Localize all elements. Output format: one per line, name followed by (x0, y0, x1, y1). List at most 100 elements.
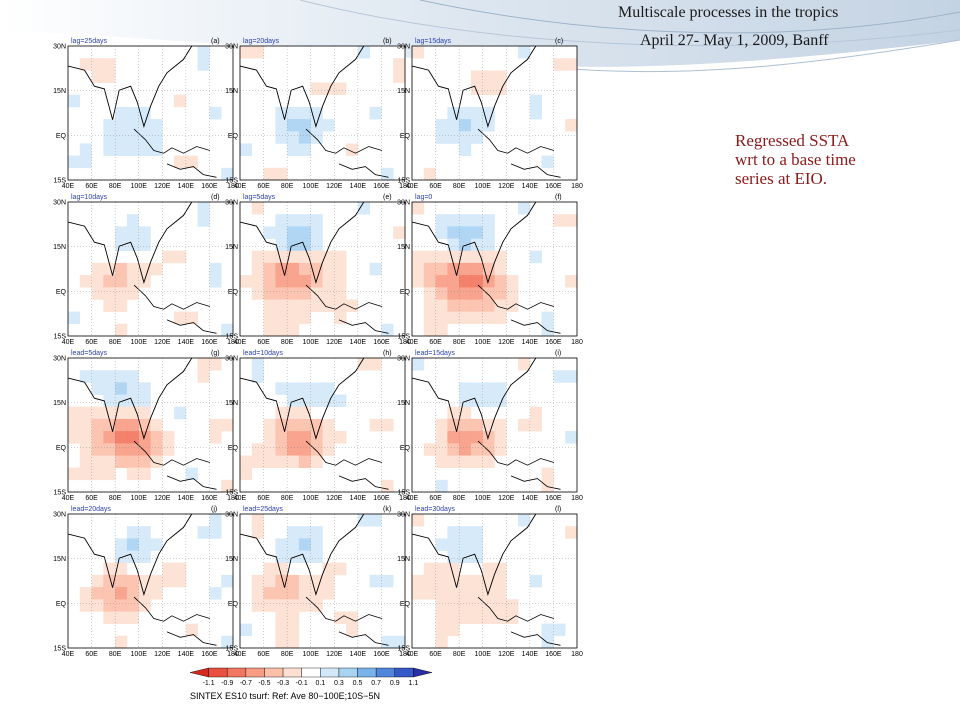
slide-caption: Regressed SSTA wrt to a base time series… (735, 131, 935, 188)
panel-lag-label: lead=25days (243, 506, 283, 513)
lat-tick-label: 15N (225, 556, 238, 563)
lon-tick-label: 120E (326, 495, 343, 502)
lon-tick-label: 100E (303, 339, 320, 346)
lon-tick-label: 180 (227, 495, 239, 502)
lon-tick-label: 140E (522, 183, 539, 190)
panel-id-label: (h) (383, 350, 392, 357)
lon-tick-label: 120E (326, 183, 343, 190)
panel-id-label: (c) (555, 38, 563, 45)
lon-tick-label: 140E (350, 183, 367, 190)
lon-tick-label: 100E (475, 495, 492, 502)
lat-tick-label: 15N (53, 556, 66, 563)
lon-tick-label: 120E (498, 495, 515, 502)
lon-tick-label: 180 (399, 651, 411, 658)
lon-tick-label: 140E (350, 339, 367, 346)
lon-tick-label: 60E (257, 495, 270, 502)
colorbar-tick-label: -0.3 (277, 680, 289, 687)
lon-tick-label: 60E (429, 495, 442, 502)
lon-tick-label: 140E (522, 495, 539, 502)
lon-tick-label: 60E (85, 651, 98, 658)
lon-tick-label: 100E (131, 651, 148, 658)
panel-lag-label: lag=15days (415, 38, 452, 45)
lon-tick-label: 120E (498, 183, 515, 190)
lat-tick-label: 15S (226, 490, 239, 497)
lon-tick-label: 40E (62, 651, 75, 658)
lon-tick-label: 40E (406, 183, 419, 190)
panel-id-label: (j) (211, 506, 217, 513)
colorbar-swatch (264, 667, 284, 678)
lat-tick-label: 30N (53, 356, 66, 363)
lat-tick-label: 30N (397, 44, 410, 51)
lon-tick-label: 80E (109, 183, 122, 190)
lon-tick-label: 140E (350, 495, 367, 502)
lon-tick-label: 120E (154, 339, 171, 346)
panel-id-label: (d) (211, 194, 220, 201)
lon-tick-label: 100E (131, 495, 148, 502)
lat-tick-label: 30N (53, 44, 66, 51)
lon-tick-label: 40E (62, 339, 75, 346)
lat-tick-label: 15N (225, 88, 238, 95)
lon-tick-label: 160E (201, 339, 218, 346)
lat-tick-label: EQ (56, 289, 67, 296)
lon-tick-label: 160E (201, 183, 218, 190)
lon-tick-label: 160E (545, 495, 562, 502)
lon-tick-label: 80E (281, 339, 294, 346)
lat-tick-label: 15N (397, 244, 410, 251)
lat-tick-label: 15N (53, 244, 66, 251)
caption-line-1: Regressed SSTA (735, 131, 850, 150)
lon-tick-label: 60E (257, 651, 270, 658)
panel-id-label: (g) (211, 350, 220, 357)
lon-tick-label: 140E (178, 339, 195, 346)
title-banner (0, 0, 960, 73)
lat-tick-label: 15N (225, 244, 238, 251)
lat-tick-label: EQ (56, 601, 67, 608)
lon-tick-label: 120E (154, 651, 171, 658)
lon-tick-label: 40E (234, 495, 247, 502)
lon-tick-label: 160E (373, 495, 390, 502)
colorbar-swatch (189, 667, 209, 678)
lon-tick-label: 100E (131, 339, 148, 346)
lon-tick-label: 40E (234, 339, 247, 346)
lon-tick-label: 120E (154, 183, 171, 190)
lat-tick-label: 30N (53, 512, 66, 519)
lon-tick-label: 160E (373, 651, 390, 658)
lon-tick-label: 180 (571, 651, 583, 658)
lon-tick-label: 180 (399, 339, 411, 346)
lon-tick-label: 60E (85, 183, 98, 190)
lat-tick-label: 15S (226, 178, 239, 185)
lon-tick-label: 180 (571, 183, 583, 190)
lat-tick-label: 15N (53, 400, 66, 407)
colorbar-tick-label: -0.9 (221, 680, 233, 687)
colorbar-tick-label: 0.7 (371, 680, 381, 687)
panel-lag-label: lead=10days (243, 350, 283, 357)
lat-tick-label: 15S (398, 334, 411, 341)
figure-footer: SINTEX ES10 tsurf: Ref: Ave 80−100E;10S−… (190, 691, 380, 701)
colorbar-tick-label: -0.5 (258, 680, 270, 687)
lon-tick-label: 180 (227, 339, 239, 346)
colorbar-tick-label: 0.9 (390, 680, 400, 687)
lon-tick-label: 100E (131, 183, 148, 190)
panel-lag-label: lag=20days (243, 38, 280, 45)
lat-tick-label: 30N (225, 44, 238, 51)
colorbar-swatch (282, 667, 302, 678)
lon-tick-label: 80E (109, 495, 122, 502)
lon-tick-label: 100E (475, 183, 492, 190)
lon-tick-label: 140E (522, 339, 539, 346)
colorbar-tick-label: -0.7 (240, 680, 252, 687)
panel-id-label: (i) (555, 350, 561, 357)
lon-tick-label: 60E (85, 495, 98, 502)
colorbar-tick-label: 0.3 (334, 680, 344, 687)
lon-tick-label: 60E (429, 183, 442, 190)
colorbar-swatch (320, 667, 340, 678)
lat-tick-label: 15S (398, 490, 411, 497)
lon-tick-label: 100E (475, 339, 492, 346)
lat-tick-label: 15N (397, 88, 410, 95)
lon-tick-label: 40E (234, 183, 247, 190)
colorbar-tick-label: 1.1 (409, 680, 419, 687)
lon-tick-label: 120E (326, 339, 343, 346)
